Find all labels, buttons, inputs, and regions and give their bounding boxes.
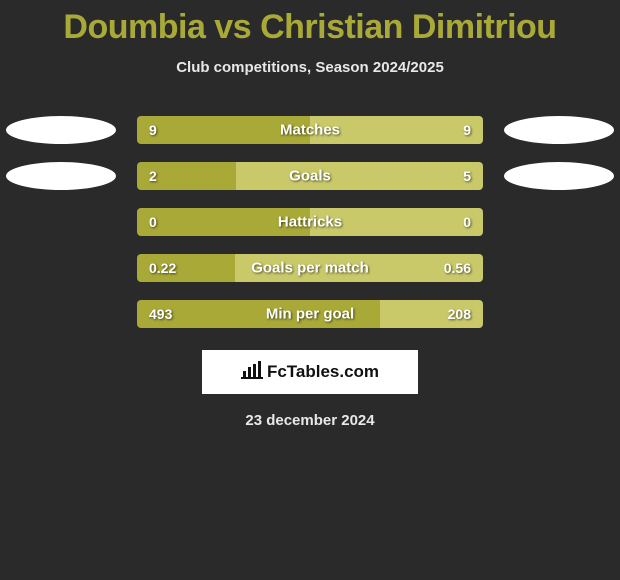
stat-bar: Hattricks 0 0 xyxy=(137,208,483,236)
page-title: Doumbia vs Christian Dimitriou xyxy=(0,0,620,47)
stat-label: Min per goal xyxy=(266,306,354,323)
stat-value-right: 9 xyxy=(463,122,471,138)
stat-bar: Goals 2 5 xyxy=(137,162,483,190)
player-left-ellipse xyxy=(6,116,116,144)
player-right-ellipse xyxy=(504,162,614,190)
comparison-row: Hattricks 0 0 xyxy=(0,208,620,236)
stat-value-left: 493 xyxy=(149,306,172,322)
stat-value-right: 5 xyxy=(463,168,471,184)
stat-value-left: 0 xyxy=(149,214,157,230)
stat-label: Hattricks xyxy=(278,214,342,231)
chart-icon xyxy=(241,361,263,384)
comparison-row: Goals per match 0.22 0.56 xyxy=(0,254,620,282)
stat-value-left: 0.22 xyxy=(149,260,176,276)
comparison-rows: Matches 9 9 Goals 2 5 Hattricks 0 0 Goals per mat… xyxy=(0,116,620,328)
stat-value-left: 9 xyxy=(149,122,157,138)
stat-value-right: 0.56 xyxy=(444,260,471,276)
logo-text: FcTables.com xyxy=(267,362,379,382)
date-text: 23 december 2024 xyxy=(0,412,620,429)
player-left-ellipse xyxy=(6,162,116,190)
stat-label: Matches xyxy=(280,122,340,139)
stat-bar: Min per goal 493 208 xyxy=(137,300,483,328)
comparison-row: Min per goal 493 208 xyxy=(0,300,620,328)
stat-bar: Matches 9 9 xyxy=(137,116,483,144)
bar-segment-right xyxy=(236,162,483,190)
stat-label: Goals xyxy=(289,168,331,185)
page-subtitle: Club competitions, Season 2024/2025 xyxy=(0,59,620,76)
stat-bar: Goals per match 0.22 0.56 xyxy=(137,254,483,282)
comparison-row: Goals 2 5 xyxy=(0,162,620,190)
stat-value-right: 208 xyxy=(448,306,471,322)
stat-label: Goals per match xyxy=(251,260,369,277)
stat-value-left: 2 xyxy=(149,168,157,184)
player-right-ellipse xyxy=(504,116,614,144)
logo-box: FcTables.com xyxy=(202,350,418,394)
comparison-row: Matches 9 9 xyxy=(0,116,620,144)
stat-value-right: 0 xyxy=(463,214,471,230)
